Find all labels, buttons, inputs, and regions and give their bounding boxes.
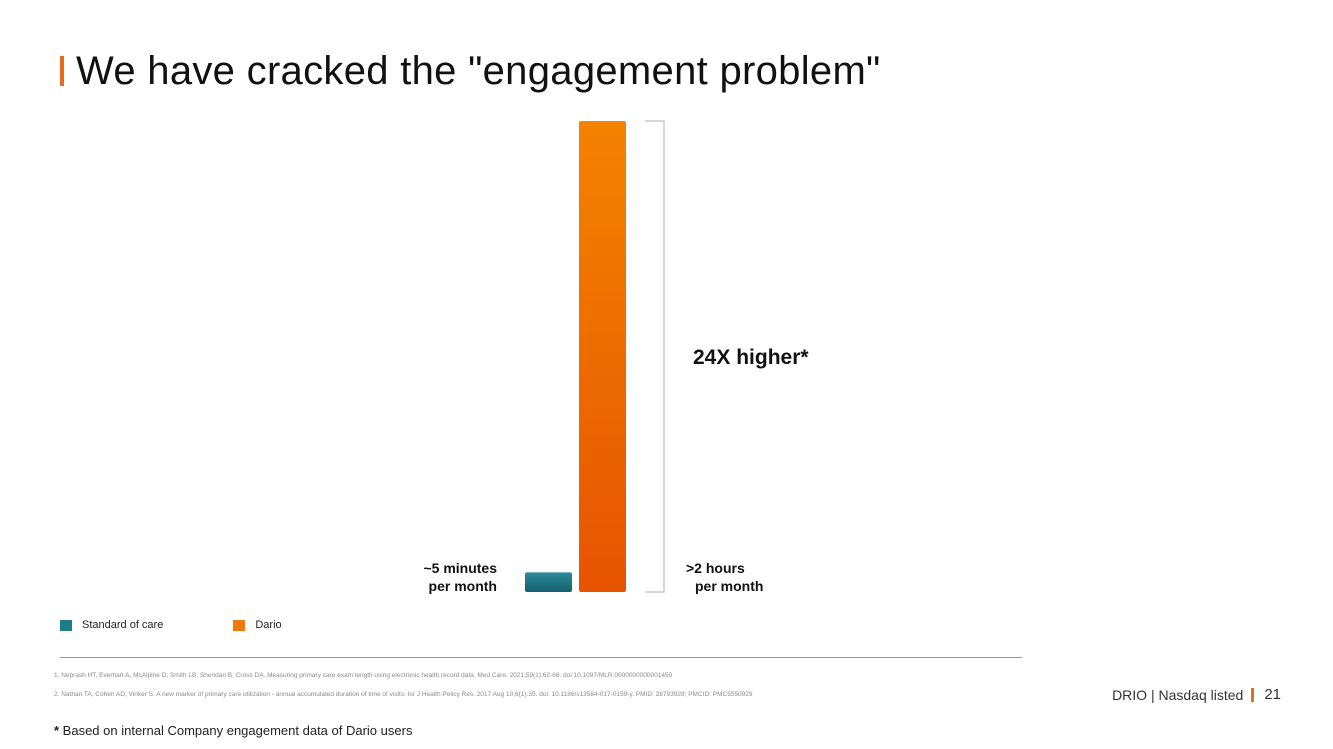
- asterisk-note-text: Based on internal Company engagement dat…: [59, 723, 413, 738]
- legend-swatch-standard: [60, 619, 72, 631]
- legend-label-dario: Dario: [255, 619, 282, 631]
- standard-label-line1: ~5 minutes: [423, 560, 497, 576]
- slide-footer: DRIO | Nasdaq listed 21: [1112, 686, 1281, 703]
- dario-label-line2: per month: [695, 578, 763, 594]
- legend-item-dario: Dario: [233, 619, 282, 631]
- legend-swatch-dario: [233, 619, 246, 631]
- dario-label-line1: >2 hours: [686, 560, 745, 576]
- legend-label-standard: Standard of care: [82, 619, 164, 631]
- page-number: 21: [1264, 686, 1281, 703]
- footnote-ref-2: 2. Nathan TA, Cohen AD, Vinker S. A new …: [54, 691, 753, 698]
- footnote-divider: [60, 657, 1022, 658]
- page-title: We have cracked the "engagement problem": [76, 48, 881, 93]
- asterisk-note: * Based on internal Company engagement d…: [54, 723, 412, 738]
- footer-accent-bar: [1251, 687, 1255, 702]
- footer-brand: DRIO | Nasdaq listed: [1112, 686, 1244, 703]
- bar-dario: [579, 121, 626, 592]
- footnote-ref-1: 1. Neprash HT, Everhart A, McAlpine D, S…: [54, 672, 673, 679]
- multiplier-label: 24X higher*: [693, 346, 809, 369]
- chart-legend: Standard of care Dario: [60, 619, 352, 631]
- bar-standard-of-care: [525, 572, 572, 592]
- slide-title-group: We have cracked the "engagement problem": [60, 48, 881, 94]
- asterisk-mark: *: [54, 723, 60, 738]
- standard-label-line2: per month: [429, 578, 497, 594]
- comparison-bracket: [645, 120, 665, 593]
- legend-item-standard: Standard of care: [60, 619, 163, 631]
- title-accent-bar: [60, 56, 64, 86]
